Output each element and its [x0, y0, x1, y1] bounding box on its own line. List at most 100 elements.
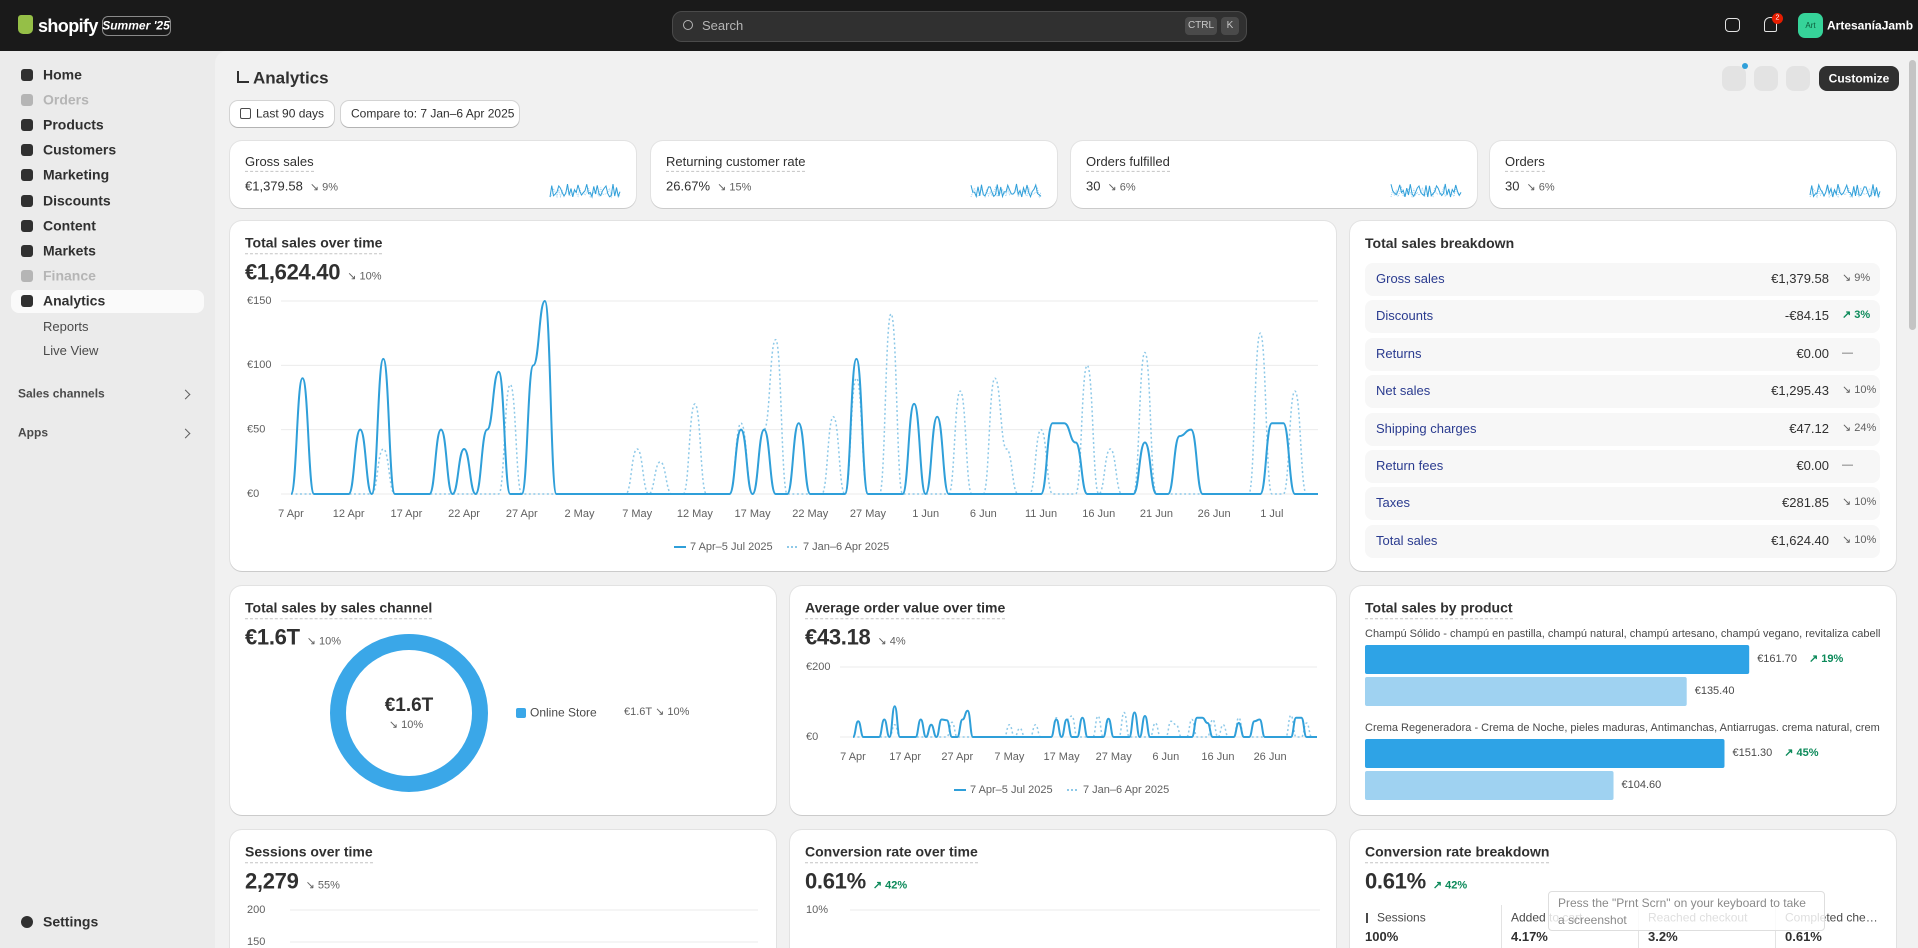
chevron: [180, 389, 191, 400]
breakdown-label[interactable]: Total sales: [1376, 532, 1438, 548]
change: 19%: [1809, 653, 1843, 665]
bar-label: €151.3045%: [1732, 747, 1818, 761]
breakdown-row: [1365, 524, 1880, 558]
breakdown-label[interactable]: Discounts: [1376, 308, 1434, 324]
card: [230, 830, 776, 948]
change: 10%: [1842, 384, 1876, 398]
icon-button[interactable]: [1754, 66, 1778, 91]
change: 10%: [1842, 534, 1876, 548]
chevron: [180, 428, 191, 439]
nav-icon: [21, 244, 33, 257]
kbd: [1185, 17, 1217, 35]
brand[interactable]: shopify: [38, 15, 98, 36]
nav-icon: [21, 269, 33, 282]
nav-selected: [11, 289, 204, 313]
kpi-label[interactable]: Orders: [1505, 154, 1545, 173]
search-placeholder: Search: [702, 17, 744, 33]
breakdown-value: -€84.15: [1784, 308, 1829, 324]
compare: Compare to: 7 Jan–6 Apr 2025: [351, 106, 515, 121]
headline-value: €1,624.4010%: [245, 258, 382, 286]
headline-value: €1.6T10%: [245, 623, 341, 651]
icon-button[interactable]: [1786, 66, 1810, 91]
customize-button[interactable]: [1819, 66, 1899, 91]
change: 45%: [1784, 747, 1818, 759]
bar-label: €161.7019%: [1757, 653, 1843, 667]
analytics-icon: [237, 71, 249, 83]
step-icon: [1366, 913, 1372, 923]
card-title[interactable]: Average order value over time: [805, 599, 1006, 619]
nav-icon: [21, 294, 33, 307]
store-icon[interactable]: [1725, 18, 1740, 32]
card-title[interactable]: Sessions over time: [245, 843, 373, 863]
kpi-value: 26.67%15%: [666, 179, 751, 196]
nav-item[interactable]: Discounts: [43, 191, 111, 208]
change: 6%: [1107, 182, 1135, 194]
breakdown-label[interactable]: Return fees: [1376, 457, 1444, 473]
store-name[interactable]: ArtesaníaJamb: [1827, 18, 1914, 33]
breakdown-label[interactable]: Net sales: [1376, 383, 1431, 399]
topbar: shopify Summer '25 Search CTRL K 2 Art A…: [0, 0, 1918, 51]
step-label: Sessions: [1377, 910, 1426, 925]
icon-button[interactable]: [1722, 66, 1746, 91]
date-range-button[interactable]: [230, 101, 334, 127]
search-box[interactable]: [672, 11, 1247, 42]
nav-item[interactable]: Customers: [43, 141, 117, 158]
compare-button[interactable]: [341, 101, 519, 127]
headline-value: €43.184%: [805, 623, 906, 651]
page-title: Analytics: [253, 68, 329, 88]
kpi-label[interactable]: Returning customer rate: [666, 154, 806, 173]
product-name[interactable]: Crema Regeneradora - Crema de Noche, pie…: [1365, 722, 1880, 735]
breakdown-row: [1365, 263, 1880, 296]
card-title[interactable]: Total sales over time: [245, 234, 383, 254]
card-title[interactable]: Conversion rate over time: [805, 843, 978, 863]
subnav-item[interactable]: Live View: [43, 342, 99, 358]
breakdown-label[interactable]: Gross sales: [1376, 270, 1445, 286]
nav-item[interactable]: Analytics: [43, 292, 106, 309]
avatar[interactable]: [1798, 13, 1823, 38]
subnav-item[interactable]: Reports: [43, 318, 89, 334]
scrollbar[interactable]: [1909, 60, 1916, 330]
change: 10%: [389, 719, 423, 733]
change: 42%: [1433, 879, 1467, 891]
breakdown-row: [1365, 300, 1880, 334]
step-value: 4.17%: [1511, 928, 1548, 944]
badge: [102, 16, 171, 36]
notification-count: 2: [1775, 14, 1780, 22]
nav-item[interactable]: Settings: [43, 913, 99, 930]
kpi-value: €1,379.589%: [245, 179, 338, 196]
nav-item[interactable]: Content: [43, 216, 96, 233]
nav-section[interactable]: Apps: [18, 425, 48, 440]
nav-icon: [21, 69, 33, 81]
change: —: [1842, 346, 1853, 359]
product-name[interactable]: Champú Sólido - champú en pastilla, cham…: [1365, 628, 1880, 641]
nav-item: Finance: [43, 267, 96, 284]
card-title[interactable]: Total sales by sales channel: [245, 599, 433, 619]
nav-icon: [21, 119, 33, 132]
change: 9%: [310, 182, 338, 194]
nav-item[interactable]: Marketing: [43, 166, 110, 183]
kbd-text: K: [1226, 19, 1234, 31]
channel-value: €1.6T10%: [624, 706, 689, 720]
breakdown-label[interactable]: Returns: [1376, 345, 1422, 361]
breakdown-label[interactable]: Taxes: [1376, 495, 1410, 511]
kpi-label[interactable]: Gross sales: [245, 154, 314, 173]
breakdown-value: €47.12: [1789, 420, 1829, 436]
change: 10%: [655, 706, 689, 718]
breakdown-label[interactable]: Shipping charges: [1376, 420, 1477, 436]
nav-icon: [21, 144, 33, 157]
step-value: 3.2%: [1648, 928, 1678, 944]
card-title[interactable]: Total sales by product: [1365, 599, 1513, 619]
nav-item[interactable]: Products: [43, 116, 104, 133]
nav-item[interactable]: Home: [43, 66, 82, 83]
new-dot: [1742, 63, 1748, 69]
kpi-value: 306%: [1505, 179, 1555, 196]
nav-section[interactable]: Sales channels: [18, 386, 105, 401]
nav-item[interactable]: Markets: [43, 241, 96, 258]
breakdown-value: €1,624.40: [1771, 532, 1829, 548]
change: 10%: [1842, 497, 1876, 511]
card-title[interactable]: Conversion rate breakdown: [1365, 843, 1550, 863]
kpi-label[interactable]: Orders fulfilled: [1086, 154, 1170, 173]
bell-icon[interactable]: [1764, 17, 1777, 32]
change: —: [1842, 459, 1853, 472]
